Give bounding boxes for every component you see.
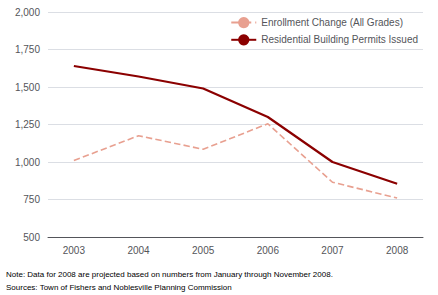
svg-text:1,750: 1,750 [15,44,40,55]
svg-text:1,250: 1,250 [15,119,40,130]
svg-text:500: 500 [23,232,40,243]
svg-text:2008: 2008 [386,245,409,256]
svg-text:750: 750 [23,194,40,205]
svg-text:1,000: 1,000 [15,157,40,168]
svg-text:1,500: 1,500 [15,82,40,93]
svg-text:2005: 2005 [192,245,215,256]
svg-text:2007: 2007 [321,245,344,256]
svg-text:Sources: Town of Fishers and N: Sources: Town of Fishers and Noblesville… [6,283,232,292]
svg-text:Note: Data for 2008 are projec: Note: Data for 2008 are projected based … [6,270,333,279]
svg-text:2004: 2004 [127,245,150,256]
svg-text:2,000: 2,000 [15,7,40,18]
svg-text:2006: 2006 [257,245,280,256]
svg-text:2003: 2003 [63,245,86,256]
svg-text:Enrollment Change (All Grades): Enrollment Change (All Grades) [261,17,403,28]
svg-text:Residential Building Permits I: Residential Building Permits Issued [261,34,418,45]
